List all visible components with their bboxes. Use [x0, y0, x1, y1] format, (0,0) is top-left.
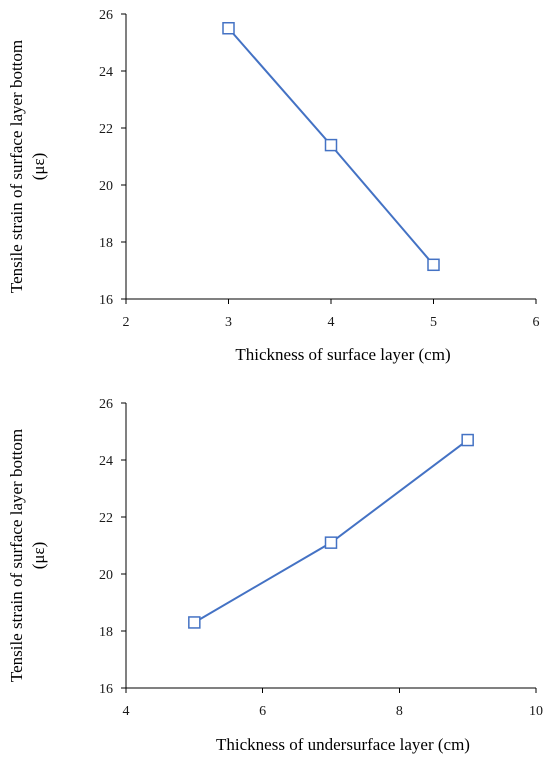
chart-1-y-tick-label: 16 [99, 293, 113, 308]
chart-2-series-line [193, 439, 469, 624]
chart-2-y-tick-label: 18 [99, 625, 113, 640]
chart-1-x-tick-label: 5 [430, 315, 437, 330]
chart-2-y-axis-title-line1: Tensile strain of surface layer bottom [7, 429, 26, 682]
chart-1-y-tick-label: 26 [99, 8, 113, 23]
chart-2-x-tick-label: 4 [123, 704, 130, 719]
chart-1-data-point [222, 22, 235, 35]
chart-1-x-tick-label: 2 [123, 315, 130, 330]
chart-2-y-tick-label: 22 [99, 511, 113, 526]
chart-1-y-tick-label: 24 [99, 65, 113, 80]
chart-bottom: 4 6 8 10 16 18 20 22 24 26 Thickness of undersurfa… [7, 397, 543, 754]
chart-2-data-point [188, 616, 201, 629]
chart-top: 2 3 4 5 6 16 18 20 22 24 26 Thickness of surface la… [7, 8, 540, 364]
chart-1-x-tick-label: 4 [328, 315, 335, 330]
chart-2-y-tick-label: 16 [99, 682, 113, 697]
chart-2-y-tick-label: 20 [99, 568, 113, 583]
chart-1-y-axis-title-line1: Tensile strain of surface layer bottom [7, 40, 26, 293]
chart-2-y-tick-label: 26 [99, 397, 113, 412]
chart-2-y-axis-title-line2: (με) [29, 542, 48, 570]
chart-2-x-tick-label: 10 [529, 704, 543, 719]
chart-1-x-axis-title: Thickness of surface layer (cm) [235, 345, 450, 364]
chart-1-y-tick-label: 20 [99, 179, 113, 194]
chart-2-data-point [461, 433, 474, 447]
chart-1-x-tick-label: 3 [225, 315, 232, 330]
chart-1-y-tick-label: 22 [99, 122, 113, 137]
chart-1-y-tick-label: 18 [99, 236, 113, 251]
chart-2-x-tick-label: 6 [259, 704, 266, 719]
chart-1-data-point [427, 258, 440, 272]
chart-2-data-point [324, 536, 338, 549]
chart-1-y-axis-title-line2: (με) [29, 153, 48, 181]
chart-1-data-point [324, 138, 338, 152]
chart-2-x-axis-title: Thickness of undersurface layer (cm) [216, 735, 470, 754]
chart-2-x-tick-label: 8 [396, 704, 403, 719]
chart-1-x-tick-label: 6 [533, 315, 540, 330]
chart-2-y-tick-label: 24 [99, 454, 113, 469]
